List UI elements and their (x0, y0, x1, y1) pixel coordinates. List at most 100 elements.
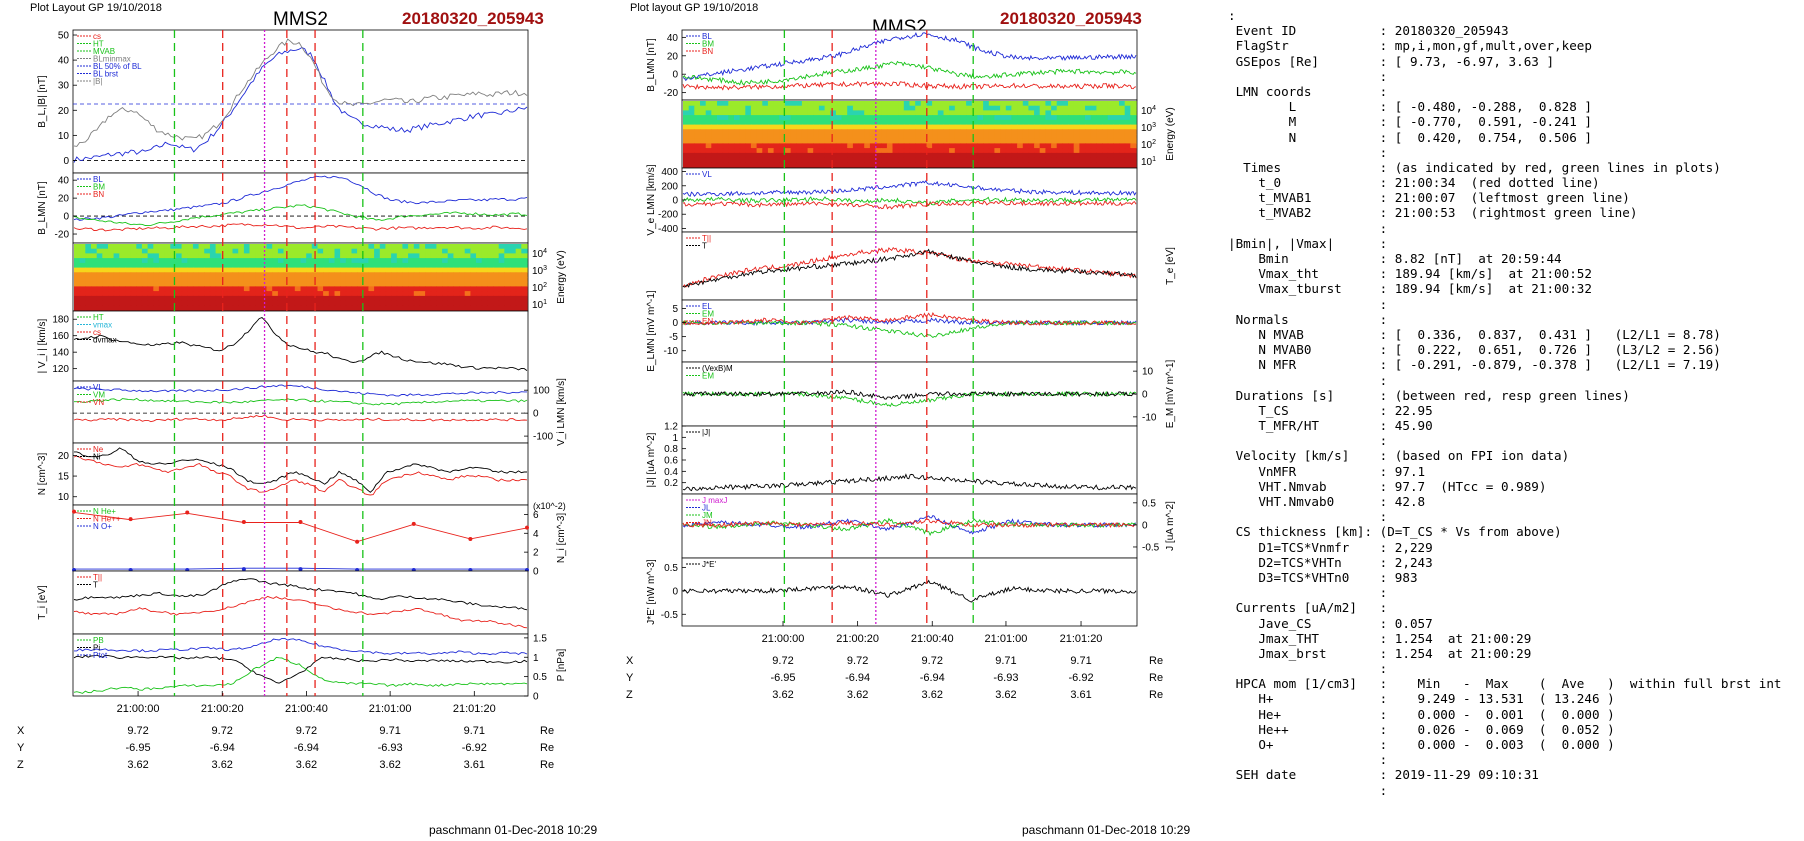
spectrogram-cell (1090, 124, 1097, 130)
spectrogram-cell (915, 101, 922, 107)
spectrogram-cell (351, 277, 358, 283)
spectrogram-cell (1068, 101, 1075, 107)
spectrogram-cell (158, 286, 166, 292)
spectrogram-cell (510, 262, 517, 269)
spectrogram-cell (79, 244, 86, 250)
spectrogram-cell (762, 124, 769, 130)
spectrogram-cell (510, 253, 517, 259)
spectrogram-cell (745, 148, 752, 154)
spectrogram-cell (1028, 148, 1035, 154)
spectrogram-cell (1096, 143, 1103, 149)
spectrogram-cell (994, 138, 1001, 144)
spectrogram-cell (504, 295, 511, 302)
info-line: : (1228, 372, 1388, 388)
spectrogram-cell (841, 124, 848, 130)
spectrogram-cell (215, 277, 222, 283)
spectrogram-cell (881, 129, 888, 135)
spectrogram-cell (960, 115, 967, 121)
spectrogram-cell (266, 281, 273, 287)
spectrogram-cell (447, 300, 454, 306)
spectrogram-cell (487, 253, 494, 259)
spectrogram-cell (300, 295, 307, 302)
spectrogram-cell (784, 115, 792, 121)
spectrogram-cell (943, 101, 950, 107)
spectrogram-cell (311, 295, 319, 302)
spectrogram-cell (79, 281, 86, 287)
spectrogram-cell (249, 244, 256, 250)
spectrogram-cell (402, 281, 409, 287)
y-tick-label: 0 (672, 586, 678, 597)
legend-entry: BM (93, 183, 105, 192)
spectrogram-cell (164, 262, 171, 269)
spectrogram-cell (289, 305, 296, 311)
spectrogram-cell (498, 248, 505, 254)
spectrogram-cell (983, 148, 990, 154)
spectrogram-cell (886, 119, 894, 126)
spectrogram-cell (779, 115, 786, 121)
spectrogram-cell (717, 110, 724, 116)
spectrogram (683, 101, 1137, 168)
spectrogram-cell (915, 110, 922, 116)
spectrogram-cell (903, 157, 911, 163)
spectrogram-cell (1000, 134, 1007, 140)
spectrogram-cell (683, 152, 690, 159)
spectrogram-cell (784, 148, 792, 154)
spectrogram-cell (1102, 101, 1109, 107)
spectrogram-cell (750, 162, 758, 168)
spectrogram-cell (801, 162, 809, 168)
spectrogram-cell (238, 253, 245, 259)
spectrogram-cell (204, 300, 211, 306)
spectrogram-cell (419, 277, 426, 283)
spectrogram-cell (988, 162, 996, 168)
spectrogram-cell (470, 244, 477, 250)
spectrogram-cell (1073, 157, 1080, 163)
spectrogram-cell (125, 253, 132, 259)
spectrogram-cell (255, 267, 262, 273)
spectrogram-cell (130, 244, 137, 250)
spectrogram-cell (915, 143, 922, 149)
spectrogram-cell (943, 115, 950, 121)
spectrogram-cell (926, 162, 933, 168)
spectrogram-cell (147, 253, 154, 259)
spectrogram-cell (858, 157, 865, 163)
spectrogram-cell (1119, 157, 1126, 163)
spectrogram-cell (294, 267, 302, 273)
spectrogram-cell (232, 258, 239, 264)
spectrogram-cell (317, 253, 324, 259)
spectrogram-cell (717, 129, 724, 135)
spectrogram-cell (1096, 129, 1103, 135)
spectrogram-cell (147, 244, 154, 250)
spectrogram-cell (108, 291, 115, 297)
spectrogram-cell (683, 143, 690, 149)
spectrogram-cell (734, 115, 741, 121)
spectrogram-cell (464, 300, 471, 306)
spectrogram-cell (498, 295, 505, 302)
spectrogram-cell (824, 152, 831, 159)
spectrogram-cell (988, 152, 996, 159)
spectrogram-cell (294, 281, 302, 287)
y-axis-label: P [nPa] (556, 648, 567, 681)
spectrogram-cell (1045, 148, 1052, 154)
spectrogram-cell (113, 286, 120, 292)
spectrogram-cell (436, 267, 443, 273)
spectrogram-cell (430, 291, 437, 297)
x-tick-label: 21:01:20 (453, 703, 496, 715)
info-line: LMN coords : (1228, 83, 1388, 99)
spectrogram-cell (943, 143, 950, 149)
spectrogram-cell (334, 272, 341, 278)
spectrogram-cell (487, 277, 494, 283)
spectrogram-cell (1045, 138, 1052, 144)
spectrogram-cell (1039, 143, 1046, 149)
info-line: Event ID : 20180320_205943 (1228, 23, 1509, 39)
spectrogram-cell (249, 258, 256, 264)
y-tick-label: 101 (532, 299, 547, 311)
y-tick-label: 15 (58, 472, 70, 483)
spectrogram-cell (983, 138, 990, 144)
spectrogram-cell (238, 286, 245, 292)
spectrogram-cell (1130, 110, 1137, 116)
spectrogram-cell (1017, 157, 1024, 163)
spectrogram-cell (773, 110, 780, 116)
spectrogram-cell (289, 248, 296, 254)
spectrogram-cell (830, 119, 837, 126)
orbit-value: -6.94 (294, 742, 319, 754)
